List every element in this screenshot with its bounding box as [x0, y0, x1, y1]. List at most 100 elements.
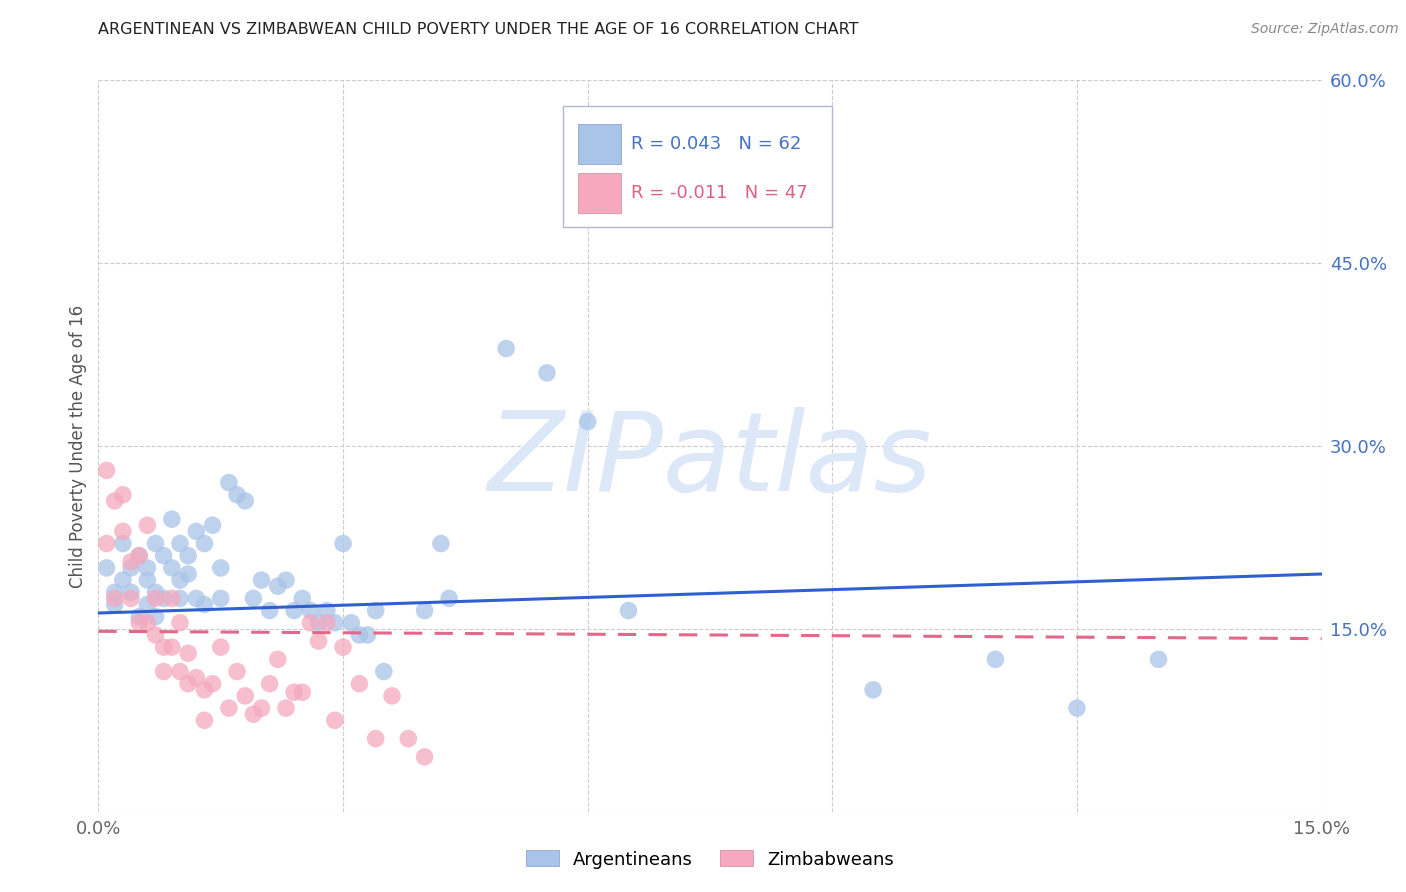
- Point: [356, 628, 378, 642]
- Point: [323, 615, 346, 630]
- Point: [267, 652, 290, 666]
- FancyBboxPatch shape: [564, 106, 832, 227]
- Point: [152, 549, 174, 563]
- Point: [145, 591, 167, 606]
- Point: [104, 585, 127, 599]
- Point: [111, 488, 134, 502]
- Point: [136, 573, 159, 587]
- Point: [111, 536, 134, 550]
- Point: [120, 555, 142, 569]
- Point: [1066, 701, 1088, 715]
- Point: [536, 366, 558, 380]
- Point: [145, 536, 167, 550]
- Point: [218, 701, 240, 715]
- Point: [193, 536, 215, 550]
- Point: [120, 591, 142, 606]
- Point: [160, 640, 183, 655]
- Point: [104, 494, 127, 508]
- Text: ZIPatlas: ZIPatlas: [488, 407, 932, 514]
- Point: [259, 676, 281, 690]
- Point: [96, 463, 118, 477]
- Point: [218, 475, 240, 490]
- Point: [145, 628, 167, 642]
- Point: [242, 707, 264, 722]
- Point: [120, 585, 142, 599]
- Point: [160, 561, 183, 575]
- Point: [169, 665, 191, 679]
- Point: [430, 536, 453, 550]
- Point: [299, 603, 322, 617]
- Point: [169, 615, 191, 630]
- Point: [274, 573, 297, 587]
- Point: [233, 494, 256, 508]
- Point: [152, 591, 174, 606]
- Point: [1147, 652, 1170, 666]
- Point: [984, 652, 1007, 666]
- Point: [332, 640, 354, 655]
- Point: [193, 682, 215, 697]
- Point: [291, 685, 314, 699]
- Point: [160, 512, 183, 526]
- FancyBboxPatch shape: [578, 124, 620, 164]
- Point: [104, 591, 127, 606]
- Point: [495, 342, 517, 356]
- Text: R = -0.011   N = 47: R = -0.011 N = 47: [630, 184, 807, 202]
- Point: [111, 573, 134, 587]
- Point: [128, 615, 150, 630]
- Point: [259, 603, 281, 617]
- Point: [373, 665, 395, 679]
- Point: [323, 714, 346, 728]
- Point: [576, 415, 599, 429]
- Point: [437, 591, 460, 606]
- Point: [201, 518, 224, 533]
- Point: [381, 689, 404, 703]
- Point: [283, 685, 305, 699]
- Point: [242, 591, 264, 606]
- Point: [349, 676, 371, 690]
- Point: [299, 615, 322, 630]
- Point: [413, 603, 436, 617]
- Point: [177, 549, 200, 563]
- Point: [862, 682, 884, 697]
- Point: [267, 579, 290, 593]
- Point: [128, 549, 150, 563]
- Point: [186, 591, 208, 606]
- Point: [250, 701, 273, 715]
- Point: [152, 640, 174, 655]
- Point: [209, 640, 232, 655]
- Point: [177, 646, 200, 660]
- Point: [332, 536, 354, 550]
- Point: [349, 628, 371, 642]
- Point: [96, 536, 118, 550]
- Y-axis label: Child Poverty Under the Age of 16: Child Poverty Under the Age of 16: [69, 304, 87, 588]
- Point: [136, 615, 159, 630]
- Point: [274, 701, 297, 715]
- Point: [186, 524, 208, 539]
- Point: [96, 561, 118, 575]
- Text: R = 0.043   N = 62: R = 0.043 N = 62: [630, 135, 801, 153]
- Point: [283, 603, 305, 617]
- Point: [160, 591, 183, 606]
- Point: [193, 714, 215, 728]
- Point: [128, 609, 150, 624]
- Point: [104, 598, 127, 612]
- Point: [308, 634, 330, 648]
- Point: [193, 598, 215, 612]
- Point: [396, 731, 419, 746]
- Point: [364, 731, 387, 746]
- Point: [136, 518, 159, 533]
- Point: [152, 665, 174, 679]
- FancyBboxPatch shape: [578, 173, 620, 213]
- Point: [308, 615, 330, 630]
- Point: [315, 615, 337, 630]
- Point: [177, 676, 200, 690]
- Point: [111, 524, 134, 539]
- Point: [364, 603, 387, 617]
- Point: [145, 609, 167, 624]
- Point: [186, 671, 208, 685]
- Point: [120, 561, 142, 575]
- Point: [177, 567, 200, 582]
- Point: [169, 536, 191, 550]
- Point: [226, 488, 249, 502]
- Point: [233, 689, 256, 703]
